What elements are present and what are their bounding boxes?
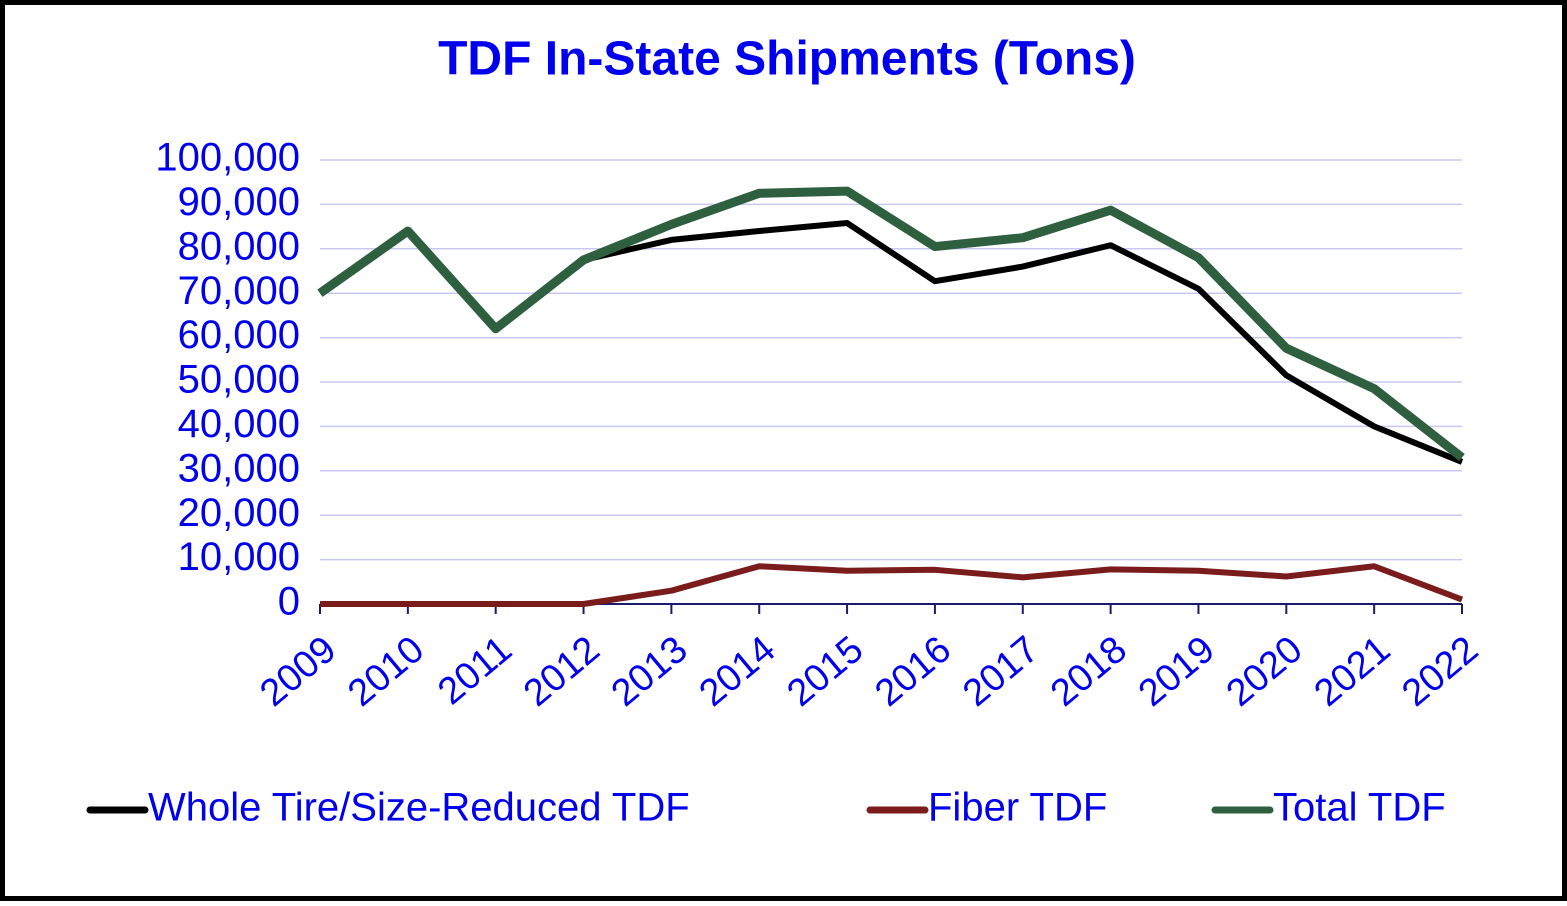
y-tick-label: 60,000 — [178, 313, 300, 357]
y-tick-label: 100,000 — [155, 136, 300, 180]
y-tick-label: 20,000 — [178, 491, 300, 535]
line-series — [320, 563, 1464, 607]
y-tick-label: 40,000 — [178, 402, 300, 446]
y-tick-label: 10,000 — [178, 535, 300, 579]
y-tick-label: 30,000 — [178, 446, 300, 490]
y-tick-label: 70,000 — [178, 269, 300, 313]
legend-label: Fiber TDF — [928, 786, 1107, 830]
y-tick-label: 50,000 — [178, 358, 300, 402]
y-tick-label: 0 — [278, 580, 300, 624]
line-series — [317, 186, 1465, 462]
legend-label: Whole Tire/Size-Reduced TDF — [148, 786, 690, 830]
y-tick-label: 80,000 — [178, 224, 300, 268]
legend-label: Total TDF — [1273, 786, 1446, 830]
chart-title: TDF In-State Shipments (Tons) — [438, 33, 1136, 86]
y-tick-label: 90,000 — [178, 180, 300, 224]
